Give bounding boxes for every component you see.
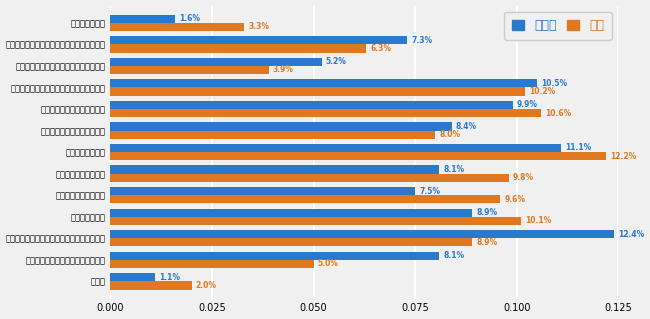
Text: 10.1%: 10.1% [525,216,551,225]
Bar [111,217,521,225]
Bar [111,79,537,87]
Bar [111,187,415,195]
Text: 12.4%: 12.4% [618,230,644,239]
Text: 5.0%: 5.0% [318,259,339,268]
Bar [111,58,322,66]
Bar [111,15,176,23]
Bar [111,109,541,117]
Bar [111,44,367,53]
Text: 3.3%: 3.3% [248,22,270,31]
Bar [111,130,436,139]
Text: 8.0%: 8.0% [439,130,461,139]
Bar [111,66,269,74]
Text: 9.6%: 9.6% [504,195,525,204]
Text: 7.3%: 7.3% [411,36,432,45]
Text: 1.6%: 1.6% [179,14,200,23]
Text: 8.1%: 8.1% [443,165,465,174]
Bar [111,252,439,260]
Text: 7.5%: 7.5% [419,187,440,196]
Bar [111,144,562,152]
Legend: 保護者, 本人: 保護者, 本人 [504,12,612,40]
Text: 10.6%: 10.6% [545,108,571,118]
Text: 10.5%: 10.5% [541,79,567,88]
Bar [111,36,407,44]
Text: 9.8%: 9.8% [513,173,534,182]
Bar [111,122,452,130]
Text: 8.1%: 8.1% [443,251,465,260]
Bar [111,260,313,268]
Bar [111,152,606,160]
Text: 9.9%: 9.9% [517,100,538,109]
Text: 1.1%: 1.1% [159,273,180,282]
Bar [111,209,472,217]
Bar [111,174,508,182]
Bar [111,87,525,96]
Bar [111,23,244,31]
Text: 8.9%: 8.9% [476,208,497,217]
Bar [111,101,513,109]
Text: 5.2%: 5.2% [326,57,346,66]
Bar [111,230,614,238]
Text: 2.0%: 2.0% [196,281,216,290]
Text: 11.1%: 11.1% [566,144,592,152]
Bar [111,273,155,281]
Text: 12.2%: 12.2% [610,152,636,161]
Text: 3.9%: 3.9% [273,65,294,74]
Text: 10.2%: 10.2% [529,87,555,96]
Text: 8.9%: 8.9% [476,238,497,247]
Bar [111,195,500,203]
Text: 8.4%: 8.4% [456,122,477,131]
Text: 6.3%: 6.3% [370,44,391,53]
Bar [111,238,472,247]
Bar [111,166,439,174]
Bar [111,281,192,290]
